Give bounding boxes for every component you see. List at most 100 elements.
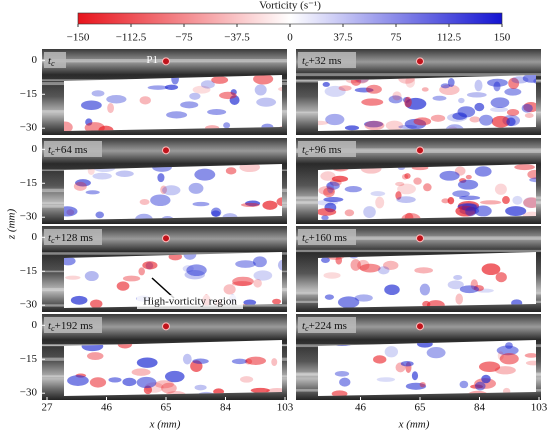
vorticity-blob xyxy=(154,380,174,389)
vorticity-blob xyxy=(245,356,267,365)
colorbar xyxy=(77,12,503,25)
vorticity-blob xyxy=(157,173,165,183)
vorticity-blob xyxy=(162,185,181,196)
vorticity-blob xyxy=(271,358,278,366)
time-symbol: t xyxy=(48,55,52,67)
vorticity-blob xyxy=(457,179,479,190)
vorticity-blob xyxy=(182,353,192,365)
vorticity-blob xyxy=(396,196,416,204)
vorticity-blob xyxy=(413,117,432,126)
vorticity-blob xyxy=(325,113,345,126)
vorticity-blob xyxy=(398,124,418,129)
probe-marker xyxy=(416,146,424,155)
vorticity-blob xyxy=(490,107,509,113)
probe-marker xyxy=(162,322,170,331)
vorticity-blob xyxy=(404,96,412,108)
vorticity-blob xyxy=(116,281,130,291)
z-tick-label: −30 xyxy=(20,299,38,311)
vorticity-blob xyxy=(506,117,516,126)
vorticity-blob xyxy=(106,95,127,104)
time-symbol: t xyxy=(48,144,52,156)
vorticity-blob xyxy=(331,175,349,183)
vorticity-blob xyxy=(395,191,402,200)
vorticity-window xyxy=(64,252,282,308)
vorticity-blob xyxy=(192,201,210,207)
z-tick-label: −30 xyxy=(20,211,38,223)
vorticity-blob xyxy=(455,293,463,305)
vorticity-blob xyxy=(493,81,501,92)
vorticity-blob xyxy=(505,206,527,217)
x-tick-label: 65 xyxy=(161,402,173,414)
vorticity-blob xyxy=(497,351,504,361)
probe-marker xyxy=(162,146,170,155)
vorticity-blob xyxy=(373,355,387,364)
time-label-bg xyxy=(298,52,356,68)
vorticity-blob xyxy=(414,267,434,274)
colorbar-tick-label: −75 xyxy=(175,32,193,44)
vorticity-blob xyxy=(256,97,277,107)
vorticity-blob xyxy=(364,120,384,128)
z-tick-label: −30 xyxy=(20,387,38,399)
vorticity-blob xyxy=(160,185,167,195)
vorticity-blob xyxy=(136,376,157,389)
vorticity-blob xyxy=(318,186,336,195)
vorticity-blob xyxy=(405,76,416,88)
vorticity-blob xyxy=(272,298,281,305)
time-offset: +96 ms xyxy=(309,144,342,156)
vorticity-blob xyxy=(338,85,352,91)
probe-marker xyxy=(416,234,424,243)
x-tick-label: 103 xyxy=(277,402,294,414)
vorticity-blob xyxy=(326,182,334,194)
vorticity-blob xyxy=(276,197,282,207)
time-offset: +128 ms xyxy=(55,232,93,244)
vorticity-blob xyxy=(95,211,105,219)
colorbar-title: Vorticity (s⁻¹) xyxy=(259,0,321,12)
vorticity-blob xyxy=(192,358,209,364)
vorticity-blob xyxy=(85,190,100,195)
vorticity-blob xyxy=(452,112,467,120)
vorticity-field xyxy=(64,164,282,220)
time-offset: +224 ms xyxy=(309,320,347,332)
vorticity-blob xyxy=(405,97,427,110)
x-axis-title: x (mm) xyxy=(398,419,430,431)
colorbar-tick-label: 37.5 xyxy=(333,32,353,44)
vorticity-blob xyxy=(337,296,360,308)
vorticity-blob xyxy=(240,376,254,383)
vorticity-blob xyxy=(474,205,492,217)
vorticity-blob xyxy=(404,173,411,179)
vorticity-blob xyxy=(323,272,341,279)
vorticity-blob xyxy=(70,295,88,305)
vorticity-blob xyxy=(474,79,483,92)
vorticity-blob xyxy=(377,266,390,275)
probe-marker xyxy=(416,322,424,331)
vorticity-blob xyxy=(466,92,487,98)
vorticity-blob xyxy=(419,381,426,388)
vorticity-blob xyxy=(506,109,520,116)
vorticity-blob xyxy=(384,284,400,296)
vorticity-blob xyxy=(182,265,194,273)
vorticity-blob xyxy=(459,380,469,389)
time-label: tc+128 ms xyxy=(48,232,93,245)
vorticity-blob xyxy=(504,88,522,96)
vorticity-blob xyxy=(388,95,403,104)
x-tick-label: 103 xyxy=(531,402,548,414)
vorticity-blob xyxy=(200,80,215,89)
vorticity-blob xyxy=(404,118,427,130)
vorticity-blob xyxy=(357,259,370,271)
vorticity-blob xyxy=(502,196,510,205)
vorticity-blob xyxy=(479,114,494,126)
vorticity-blob xyxy=(150,194,171,207)
time-offset: +160 ms xyxy=(309,232,347,244)
vorticity-blob xyxy=(65,275,81,280)
vorticity-blob xyxy=(334,370,350,377)
vorticity-blob xyxy=(480,200,502,205)
time-subscript: c xyxy=(51,236,55,245)
time-subscript: c xyxy=(51,59,55,68)
vorticity-blob xyxy=(404,212,414,220)
colorbar-tick-label: 112.5 xyxy=(437,32,462,44)
vorticity-blob xyxy=(232,281,253,287)
vorticity-blob xyxy=(323,197,344,203)
streak xyxy=(296,249,541,253)
probe-marker xyxy=(162,57,170,66)
